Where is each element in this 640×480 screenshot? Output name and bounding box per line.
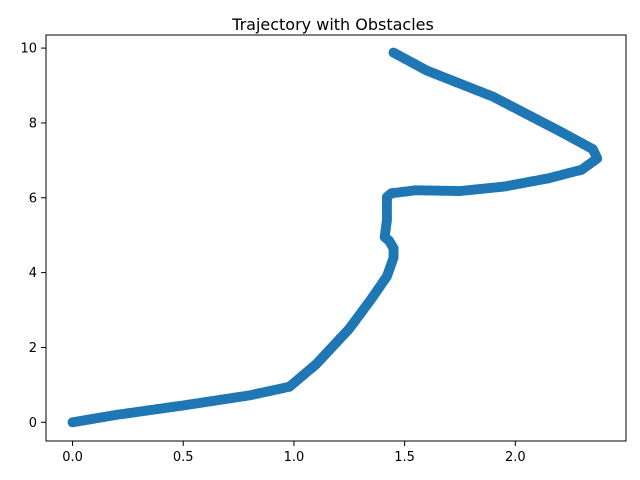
x-tick-label: 0.5 [173,450,194,465]
y-tick-label: 8 [29,116,37,131]
trajectory-point [388,47,399,58]
axes-frame [45,34,627,442]
y-tick-label: 4 [29,266,37,281]
y-tick-label: 6 [29,191,37,206]
x-tick-label: 2.0 [505,450,526,465]
x-tick-label: 1.0 [284,450,305,465]
y-tick-label: 10 [20,42,37,57]
x-axis: 0.0 0.5 1.0 1.5 2.0 [62,441,526,465]
y-tick-label: 0 [29,416,37,431]
trajectory-series [67,47,603,428]
x-tick-label: 0.0 [62,450,83,465]
y-axis: 0 2 4 6 8 10 [20,42,46,431]
x-tick-label: 1.5 [394,450,415,465]
chart-title: Trajectory with Obstacles [231,15,434,34]
y-tick-label: 2 [29,341,37,356]
plot-area [67,47,603,428]
